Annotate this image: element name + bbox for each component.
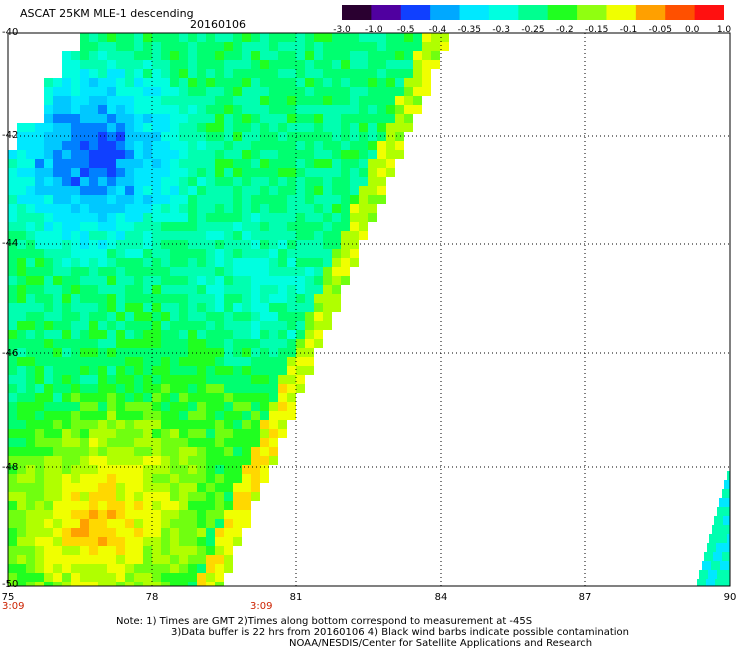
lat-tick-label: -44 <box>2 238 19 249</box>
colorbar-label: 1.0 <box>716 25 732 35</box>
colorbar-label: 0.0 <box>684 25 700 35</box>
swath-cells <box>8 33 730 586</box>
colorbar-segment <box>488 5 519 20</box>
colorbar-segment <box>342 5 372 20</box>
colorbar-segment <box>430 5 461 20</box>
lat-tick-label: -46 <box>2 348 19 359</box>
map-frame <box>7 32 731 587</box>
lat-tick-label: -48 <box>2 462 19 473</box>
colorbar-segment <box>694 5 724 20</box>
colorbar-label: -0.15 <box>585 25 609 35</box>
colorbar-label: -0.05 <box>648 25 672 35</box>
lon-tick-label: 87 <box>578 592 592 603</box>
colorbar-label: -3.0 <box>333 25 351 35</box>
lon-tick-label: 78 <box>145 592 159 603</box>
note-line-3: NOAA/NESDIS/Center for Satellite Applica… <box>289 638 593 649</box>
colorbar-segment <box>459 5 490 20</box>
note-line-1: Note: 1) Times are GMT 2)Times along bot… <box>116 616 533 627</box>
colorbar-label: -0.3 <box>492 25 510 35</box>
colorbar-label: -0.35 <box>457 25 481 35</box>
colorbar-segment <box>518 5 549 20</box>
map-title: ASCAT 25KM MLE-1 descending <box>20 7 194 20</box>
lat-tick-label: -40 <box>2 27 19 38</box>
map-date: 20160106 <box>190 18 246 31</box>
colorbar-segment <box>665 5 696 20</box>
colorbar-label: -0.4 <box>428 25 447 35</box>
lon-tick-label: 75 <box>1 592 15 603</box>
colorbar-segment <box>635 5 666 20</box>
note-line-2: 3)Data buffer is 22 hrs from 20160106 4)… <box>171 627 629 638</box>
colorbar-segment <box>371 5 402 20</box>
swath-time-label: 3:09 <box>2 601 25 612</box>
colorbar-label: -0.1 <box>619 25 638 35</box>
colorbar-segment <box>547 5 578 20</box>
lon-tick-label: 90 <box>723 592 737 603</box>
colorbar-segment <box>606 5 637 20</box>
colorbar-segment <box>400 5 431 20</box>
colorbar-label: -0.25 <box>521 25 545 35</box>
colorbar-label: -0.5 <box>396 25 415 35</box>
colorbar-label: -1.0 <box>365 25 383 35</box>
colorbar-label: -0.2 <box>556 25 574 35</box>
lat-tick-label: -50 <box>2 579 19 590</box>
colorbar-segment <box>577 5 608 20</box>
lon-tick-label: 81 <box>289 592 303 603</box>
lat-tick-label: -42 <box>2 130 19 141</box>
swath-time-label: 3:09 <box>250 601 273 612</box>
lon-tick-label: 84 <box>434 592 448 603</box>
color-scale-bar <box>342 5 724 20</box>
